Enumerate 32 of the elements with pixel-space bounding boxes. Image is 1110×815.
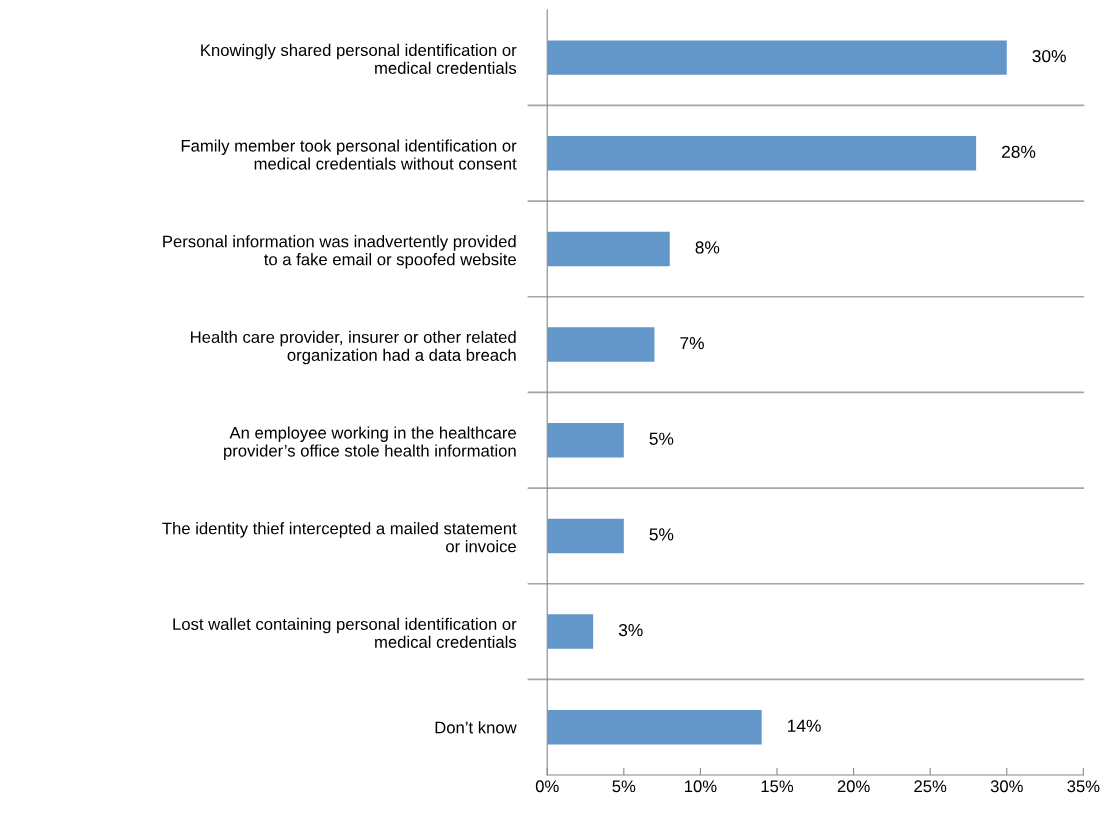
x-tick-label: 30% bbox=[990, 780, 1023, 793]
bar bbox=[547, 423, 624, 458]
y-tick-label: Family member took personal identification or medical credentials without consent bbox=[181, 139, 517, 170]
bar bbox=[547, 710, 762, 745]
data-label: 8% bbox=[695, 241, 720, 254]
y-tick-label: Health care provider, insurer or other related organization had a data breach bbox=[191, 330, 516, 365]
data-label: 5% bbox=[649, 432, 674, 445]
y-tick-label: Lost wallet containing personal identification or medical credentials bbox=[173, 617, 517, 648]
x-tick-label: 15% bbox=[761, 780, 794, 793]
x-tick-label: 25% bbox=[914, 780, 947, 793]
x-tick-label: 10% bbox=[685, 780, 717, 793]
data-label: 30% bbox=[1032, 49, 1066, 63]
x-tick-label: 20% bbox=[837, 780, 870, 793]
x-tick-label: 0% bbox=[535, 780, 559, 793]
data-label: 5% bbox=[649, 528, 674, 541]
bar bbox=[547, 40, 1007, 75]
y-tick-label: An employee working in the healthcare provider’s office stole health information bbox=[224, 426, 516, 460]
bar bbox=[547, 518, 624, 554]
y-tick-label: The identity thief intercepted a mailed statement or invoice bbox=[162, 522, 517, 553]
bar bbox=[547, 136, 977, 171]
data-label: 14% bbox=[788, 719, 821, 732]
data-label: 3% bbox=[618, 623, 643, 637]
bar bbox=[547, 327, 655, 362]
x-tick-label: 5% bbox=[612, 780, 636, 793]
bar bbox=[547, 614, 594, 649]
bar bbox=[547, 231, 670, 267]
data-label: 28% bbox=[1002, 145, 1036, 158]
x-tick-label: 35% bbox=[1067, 780, 1100, 793]
y-tick-label: Knowingly shared personal identification or medical credentials bbox=[201, 43, 517, 74]
y-tick-label: Don’t know bbox=[435, 721, 517, 734]
y-tick-label: Personal information was inadvertently provided to a fake email or spoofed website bbox=[163, 235, 516, 269]
data-label: 7% bbox=[680, 337, 704, 350]
